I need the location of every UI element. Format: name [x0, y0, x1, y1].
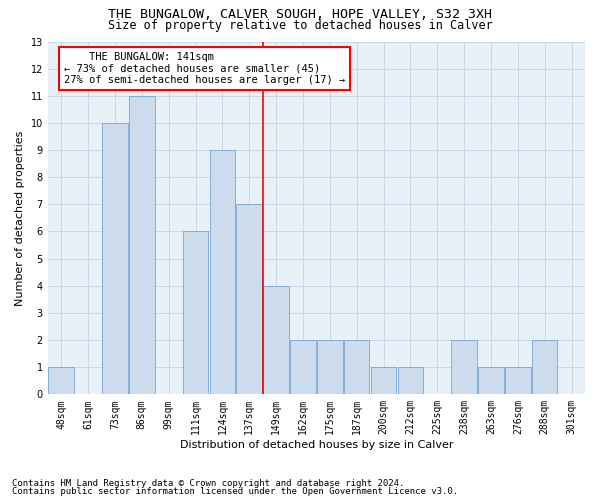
Bar — [317, 340, 343, 394]
Y-axis label: Number of detached properties: Number of detached properties — [15, 130, 25, 306]
Text: Size of property relative to detached houses in Calver: Size of property relative to detached ho… — [107, 19, 493, 32]
Bar — [398, 367, 423, 394]
Bar — [236, 204, 262, 394]
Bar — [371, 367, 397, 394]
Bar — [344, 340, 370, 394]
Text: Contains HM Land Registry data © Crown copyright and database right 2024.: Contains HM Land Registry data © Crown c… — [12, 478, 404, 488]
Bar — [102, 123, 128, 394]
X-axis label: Distribution of detached houses by size in Calver: Distribution of detached houses by size … — [179, 440, 453, 450]
Text: THE BUNGALOW: 141sqm    
← 73% of detached houses are smaller (45)
27% of semi-d: THE BUNGALOW: 141sqm ← 73% of detached h… — [64, 52, 345, 86]
Bar — [505, 367, 530, 394]
Bar — [129, 96, 155, 394]
Bar — [49, 367, 74, 394]
Bar — [263, 286, 289, 395]
Bar — [532, 340, 557, 394]
Bar — [478, 367, 504, 394]
Bar — [183, 232, 208, 394]
Text: THE BUNGALOW, CALVER SOUGH, HOPE VALLEY, S32 3XH: THE BUNGALOW, CALVER SOUGH, HOPE VALLEY,… — [108, 8, 492, 20]
Bar — [209, 150, 235, 394]
Text: Contains public sector information licensed under the Open Government Licence v3: Contains public sector information licen… — [12, 487, 458, 496]
Bar — [290, 340, 316, 394]
Bar — [451, 340, 477, 394]
